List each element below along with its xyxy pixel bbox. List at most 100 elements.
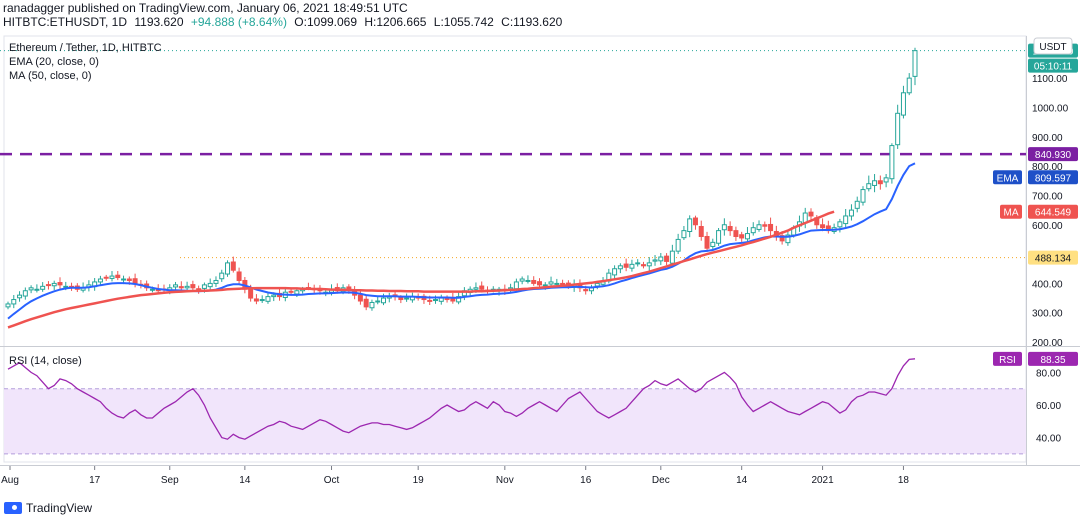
symbol-ohlc-line: HITBTC:ETHUSDT, 1D 1193.620 +94.888 (+8.… (3, 15, 566, 29)
candle-body (554, 282, 560, 285)
candle-body (519, 278, 525, 282)
ma-value-tag-bg (1028, 204, 1078, 219)
candle-body (785, 234, 791, 244)
candle-body (207, 282, 213, 288)
candle-body (149, 288, 155, 291)
price-tick-label: 300.00 (1032, 309, 1063, 320)
candle-body (658, 256, 664, 262)
time-tick-label: Aug (1, 475, 19, 486)
candle-body (860, 189, 866, 203)
time-tick-label: 14 (736, 475, 748, 486)
price-tick-label: 800.00 (1032, 162, 1063, 173)
candle-body (889, 145, 895, 180)
candle-body (837, 221, 843, 228)
brand-name: TradingView (26, 501, 93, 515)
candle-body (733, 230, 739, 237)
support-tag: 488.134 (1035, 254, 1072, 265)
resistance-tag-bg (1028, 147, 1078, 162)
candle-body (646, 262, 652, 267)
support-tag-tag: 488.134 (1028, 250, 1078, 265)
candle-body (635, 262, 641, 265)
support-tag-bg (1028, 250, 1078, 265)
candle-body (681, 230, 687, 239)
price-tick-label: 700.00 (1032, 191, 1063, 202)
candle-body (900, 92, 906, 116)
candle-body (115, 274, 121, 279)
ema-value-tag: 809.597 (1035, 173, 1072, 184)
ema-value-tag-bg (1028, 170, 1078, 185)
candle-body (750, 227, 756, 234)
candle-body (594, 282, 600, 287)
rsi-legend[interactable]: RSI (14, close) (9, 355, 82, 367)
candle-body (433, 299, 439, 302)
candle-body (381, 297, 387, 304)
rsi-tag-label: RSI (999, 355, 1016, 366)
candle-body (236, 271, 242, 281)
rsi-value-tag-bg (1028, 351, 1078, 366)
candle-body (768, 223, 774, 232)
time-tick-label: Dec (652, 475, 670, 486)
candle-body (51, 282, 57, 287)
ma-value-tag: 644.549 (1035, 208, 1072, 219)
last-price: 1193.620 (134, 15, 184, 29)
candle-body (178, 286, 184, 289)
candle-body (57, 282, 63, 286)
candle-body (583, 289, 589, 292)
tradingview-logo[interactable]: TradingView (4, 501, 92, 515)
candle-body (438, 297, 444, 302)
candle-body (623, 263, 629, 268)
candle-body (190, 284, 196, 289)
candle-body (126, 278, 132, 281)
symbol: HITBTC:ETHUSDT, 1D (3, 15, 128, 29)
candle-body (5, 303, 11, 308)
candle-body (109, 275, 115, 279)
candle-body (692, 217, 698, 226)
time-tick-label: 14 (239, 475, 251, 486)
ema-tag-label-bg (993, 170, 1022, 185)
time-tick-label: Nov (496, 475, 514, 486)
close-value: C:1193.620 (501, 15, 563, 29)
price-tick-label: 400.00 (1032, 279, 1063, 290)
candle-body (357, 294, 363, 302)
candle-body (536, 281, 542, 286)
ema-legend[interactable]: EMA (20, close, 0) (9, 56, 99, 68)
candle-body (617, 265, 623, 270)
candle-body (762, 224, 768, 227)
candle-body (612, 268, 618, 276)
candle-body (669, 250, 675, 264)
open-value: O:1099.069 (294, 15, 358, 29)
candle-body (294, 290, 300, 295)
candle-body (727, 226, 733, 232)
candle-body (779, 235, 785, 242)
candle-body (184, 285, 190, 289)
candle-body (288, 290, 294, 293)
candle-body (63, 285, 69, 288)
candle-body (721, 224, 727, 231)
high-value: H:1206.665 (364, 15, 427, 29)
candle-body (629, 263, 635, 269)
publisher-line: ranadagger published on TradingView.com,… (3, 1, 408, 15)
candle-body (698, 226, 704, 237)
time-tick-label: 18 (898, 475, 910, 486)
candle-body (531, 279, 537, 284)
time-tick-label: 17 (89, 475, 101, 486)
candle-body (17, 294, 23, 299)
candle-body (877, 180, 883, 185)
rsi-line (7, 358, 916, 440)
time-tick-label: Sep (161, 475, 179, 486)
candle-body (710, 241, 716, 247)
time-tick-label: 2021 (811, 475, 834, 486)
price-change: +94.888 (+8.64%) (190, 15, 287, 29)
candle-body (675, 238, 681, 252)
ma-legend[interactable]: MA (50, close, 0) (9, 70, 92, 82)
candle-body (398, 296, 404, 301)
candle-body (121, 278, 127, 281)
countdown-tag-tag: 05:10:11 (1028, 58, 1078, 73)
price-tick-label: 900.00 (1032, 133, 1063, 144)
rsi-tick-label: 40.00 (1036, 434, 1061, 445)
candle-body (640, 264, 646, 267)
candle-body (704, 235, 710, 249)
candle-body (848, 209, 854, 217)
candle-body (716, 230, 722, 244)
